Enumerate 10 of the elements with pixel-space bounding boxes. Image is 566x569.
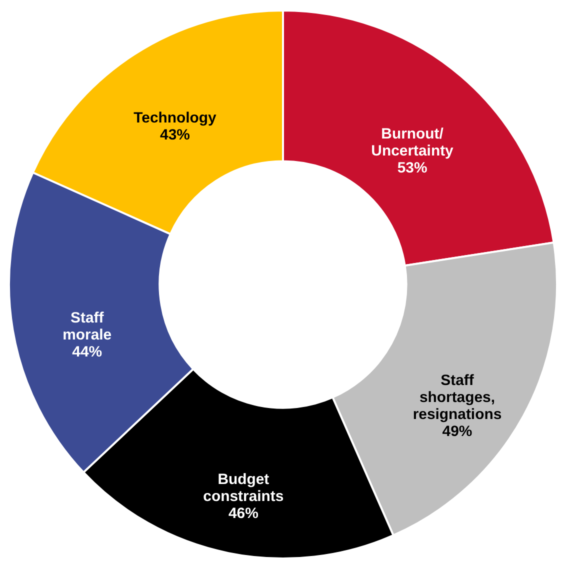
slice-label: Burnout/ Uncertainty	[371, 126, 454, 160]
data-label: 44%	[72, 343, 102, 360]
slice-label: Budget constraints	[203, 471, 284, 506]
data-label: 46%	[228, 505, 258, 522]
data-label: 49%	[442, 422, 472, 440]
slice-label: Technology	[134, 110, 218, 127]
data-label: 43%	[160, 126, 190, 144]
data-label: 53%	[397, 160, 428, 177]
slice-label: Staff shortages, resignations	[412, 372, 502, 423]
slice-label: Staff morale	[62, 310, 112, 344]
